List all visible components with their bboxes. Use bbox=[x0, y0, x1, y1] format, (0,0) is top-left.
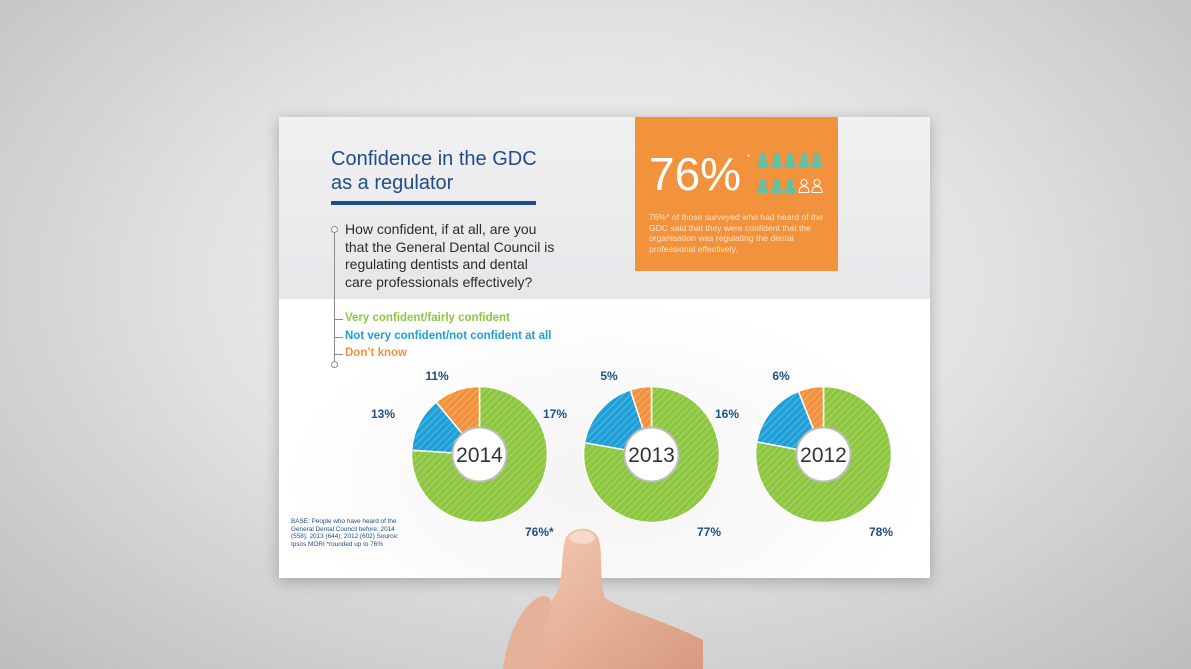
title-underline bbox=[331, 201, 536, 205]
legend-item-not-confident: Not very confident/not confident at all bbox=[345, 330, 552, 342]
donut-value-label: 17% bbox=[543, 407, 567, 421]
survey-question: How confident, if at all, are you that t… bbox=[345, 221, 555, 290]
page-title: Confidence in the GDC as a regulator bbox=[331, 148, 537, 194]
callout-percentage: 76% bbox=[649, 148, 742, 200]
donut-year-label: 2012 bbox=[800, 444, 847, 467]
donut-center bbox=[451, 426, 508, 483]
person-icon bbox=[757, 153, 769, 167]
person-icon bbox=[770, 179, 783, 193]
donut-year-label: 2013 bbox=[628, 444, 675, 467]
people-icon-grid bbox=[757, 153, 833, 197]
donut-chart-2012: 2012 78% 16% 6% bbox=[715, 369, 893, 539]
donut-value-label: 76%* bbox=[525, 525, 554, 539]
person-icon bbox=[757, 179, 769, 193]
legend-item-dont-know: Don’t know bbox=[345, 347, 407, 359]
donut-chart-2014: 2014 76%* 13% 11% bbox=[371, 369, 554, 539]
callout-text: 76%* of those surveyed who had heard of … bbox=[649, 212, 823, 254]
donut-value-label: 16% bbox=[715, 407, 739, 421]
legend-tick bbox=[334, 319, 343, 320]
donut-value-label: 77% bbox=[697, 525, 721, 539]
donut-year-label: 2014 bbox=[456, 444, 503, 467]
legend-tick bbox=[334, 337, 343, 338]
footnote: BASE: People who have heard of the Gener… bbox=[291, 518, 399, 548]
person-icon bbox=[770, 153, 783, 167]
donut-chart-2013: 2013 77% 17% 5% bbox=[543, 369, 721, 539]
infographic-card: Confidence in the GDC as a regulator How… bbox=[279, 117, 930, 578]
donut-value-label: 78% bbox=[869, 525, 893, 539]
person-icon bbox=[811, 153, 823, 167]
callout-asterisk: * bbox=[747, 153, 751, 162]
donut-value-label: 6% bbox=[772, 369, 790, 383]
callout-box: 76% * 76%* of those surveyed who had hea… bbox=[635, 117, 838, 271]
timeline-dot-top bbox=[331, 226, 338, 233]
timeline-dot-bottom bbox=[331, 361, 338, 368]
donut-value-label: 11% bbox=[425, 369, 449, 383]
legend-tick bbox=[334, 354, 343, 355]
legend-item-confident: Very confident/fairly confident bbox=[345, 312, 510, 324]
person-icon bbox=[797, 153, 810, 167]
donut-value-label: 13% bbox=[371, 407, 395, 421]
donut-center bbox=[623, 426, 680, 483]
person-icon bbox=[784, 179, 796, 193]
person-icon bbox=[811, 179, 823, 193]
donut-value-label: 5% bbox=[600, 369, 618, 383]
timeline-line bbox=[334, 230, 335, 365]
donut-center bbox=[795, 426, 852, 483]
person-icon bbox=[797, 179, 810, 193]
person-icon bbox=[784, 153, 796, 167]
